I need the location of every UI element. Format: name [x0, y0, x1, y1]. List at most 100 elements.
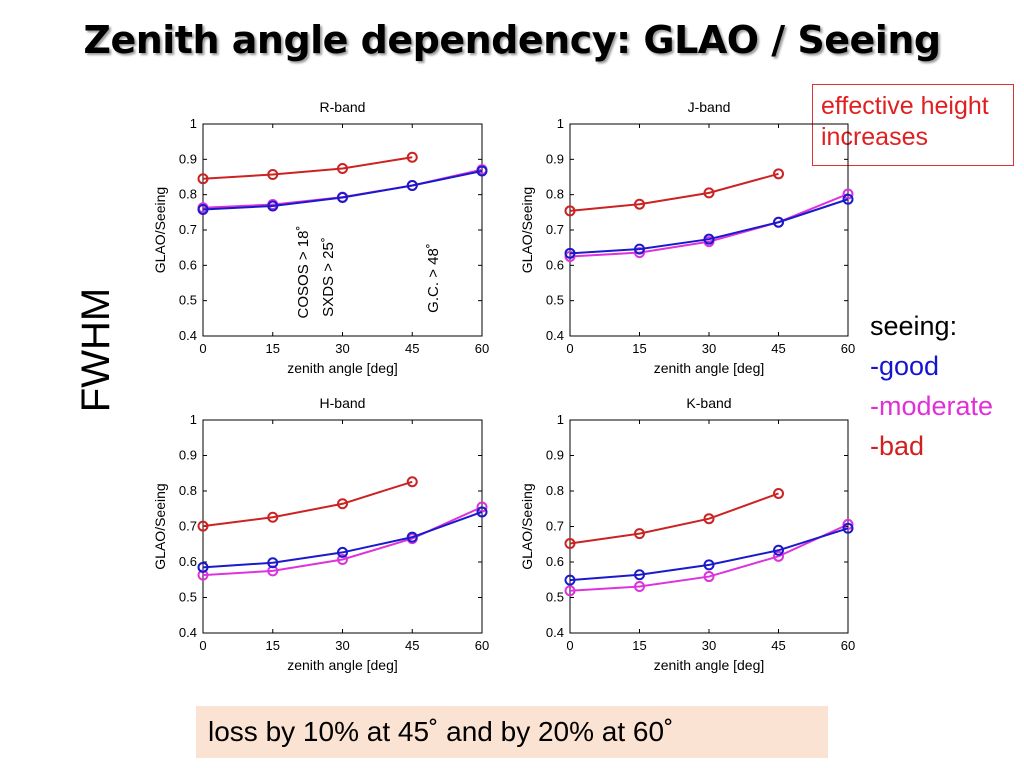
y-tick-label: 0.8	[546, 483, 564, 498]
y-tick-label: 0.9	[546, 151, 564, 166]
data-point-moderate	[773, 550, 784, 562]
chart-title: K-band	[686, 395, 731, 411]
data-point-moderate	[842, 188, 854, 200]
y-tick-label: 0.5	[179, 590, 197, 605]
y-tick-label: 0.9	[546, 448, 564, 463]
chart-k-band: K-band 0 15 30 45 60 0.4 0.5 0.6 0.7 0.8 0.9 1 zenith…	[519, 395, 855, 673]
y-tick-label: 0.6	[546, 257, 564, 272]
y-tick-label: 0.7	[179, 519, 197, 534]
data-point-bad	[634, 528, 645, 540]
y-tick-label: 0.6	[179, 554, 197, 569]
series-line-bad	[202, 480, 413, 528]
y-axis-label: GLAO/Seeing	[519, 483, 535, 569]
data-point-bad	[267, 511, 279, 523]
x-tick-label: 0	[199, 341, 206, 356]
series-line-moderate	[569, 193, 849, 258]
note-line-2: increases	[821, 123, 928, 151]
y-tick-label: 0.7	[546, 519, 564, 534]
plot-frame	[569, 419, 849, 634]
annotation-label: G.C. > 48˚	[425, 243, 442, 313]
data-point-moderate	[564, 585, 576, 597]
data-point-good	[406, 531, 418, 543]
y-tick-label: 0.4	[179, 328, 197, 343]
y-tick-label: 0.4	[546, 625, 564, 640]
data-point-bad	[267, 169, 279, 181]
legend-heading: seeing:	[870, 311, 958, 341]
x-tick-label: 45	[771, 638, 785, 653]
data-point-bad	[703, 187, 715, 199]
chart-title: R-band	[320, 99, 366, 115]
y-tick-label: 1	[190, 412, 197, 427]
data-point-good	[406, 179, 418, 191]
chart-j-band: J-band 0 15 30 45 60 0.4 0.5 0.6 0.7 0.8 0.9 1 zenith…	[519, 99, 855, 376]
chart-title: J-band	[688, 99, 731, 115]
legend-item-bad: -bad	[870, 431, 925, 461]
annotation-label: SXDS > 25˚	[320, 237, 337, 317]
y-tick-label: 0.7	[179, 222, 197, 237]
y-tick-label: 0.4	[179, 625, 197, 640]
x-tick-label: 15	[266, 341, 280, 356]
x-axis-label: zenith angle [deg]	[287, 657, 398, 673]
y-tick-label: 0.4	[546, 328, 564, 343]
x-tick-label: 0	[566, 341, 573, 356]
y-axis-label: GLAO/Seeing	[519, 187, 535, 273]
data-point-moderate	[476, 501, 488, 513]
data-point-good	[703, 233, 715, 245]
x-tick-label: 45	[405, 638, 419, 653]
x-tick-label: 30	[702, 638, 716, 653]
chart-r-band: R-band 0 15 30 45 60 0.4 0.5 0.6 0.7 0.8 0.9 1 zenith…	[152, 99, 489, 376]
x-tick-label: 15	[632, 638, 646, 653]
y-axis-label: GLAO/Seeing	[152, 483, 168, 569]
plot-frame	[569, 123, 849, 337]
data-point-moderate	[337, 554, 348, 566]
data-point-bad	[703, 513, 715, 525]
summary-note: loss by 10% at 45˚ and by 20% at 60˚	[196, 706, 828, 758]
y-axis-label: GLAO/Seeing	[152, 187, 168, 273]
series-line-good	[569, 527, 849, 582]
data-point-bad	[773, 487, 784, 499]
note-line-1: effective height	[821, 92, 989, 120]
data-point-good	[842, 522, 854, 534]
chart-h-band: H-band 0 15 30 45 60 0.4 0.5 0.6 0.7 0.8 0.9 1 zenith…	[152, 395, 489, 673]
series-line-bad	[569, 172, 779, 212]
series-line-good	[569, 198, 849, 255]
data-point-bad	[564, 205, 576, 217]
y-tick-label: 0.6	[179, 257, 197, 272]
data-point-moderate	[703, 571, 715, 583]
legend-item-moderate: -moderate	[870, 391, 994, 421]
y-tick-label: 0.5	[546, 590, 564, 605]
data-point-good	[564, 574, 576, 586]
data-point-bad	[773, 168, 784, 180]
x-tick-label: 60	[841, 341, 855, 356]
data-point-bad	[564, 538, 576, 550]
data-point-good	[703, 559, 715, 571]
data-point-bad	[197, 173, 209, 185]
data-point-good	[634, 243, 645, 255]
effective-height-note: effective height increases	[812, 84, 1014, 166]
data-point-moderate	[634, 580, 645, 592]
series-line-moderate	[569, 523, 849, 592]
data-point-bad	[406, 151, 418, 163]
x-tick-label: 60	[475, 341, 489, 356]
data-point-moderate	[564, 251, 576, 262]
x-axis-label: zenith angle [deg]	[654, 360, 765, 376]
x-tick-label: 30	[702, 341, 716, 356]
y-tick-label: 0.7	[546, 222, 564, 237]
data-point-good	[564, 247, 576, 259]
data-point-good	[476, 506, 488, 518]
data-point-good	[476, 165, 488, 177]
annotation-label: COSOS > 18˚	[295, 226, 312, 319]
data-point-bad	[406, 476, 418, 488]
data-point-good	[337, 546, 348, 558]
data-point-bad	[337, 163, 348, 175]
y-tick-label: 0.9	[179, 151, 197, 166]
data-point-good	[842, 193, 854, 205]
y-tick-label: 0.5	[179, 293, 197, 308]
x-tick-label: 45	[405, 341, 419, 356]
data-point-good	[337, 191, 348, 203]
x-tick-label: 15	[632, 341, 646, 356]
data-point-bad	[337, 498, 348, 510]
chart-title: H-band	[320, 395, 366, 411]
y-tick-label: 0.8	[546, 187, 564, 202]
